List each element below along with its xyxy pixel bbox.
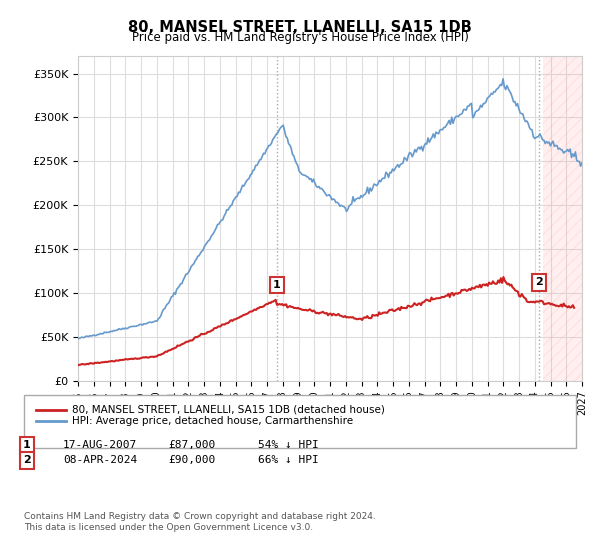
Text: 08-APR-2024: 08-APR-2024: [63, 455, 137, 465]
Bar: [542, 56, 582, 381]
Text: 1: 1: [23, 440, 31, 450]
Text: Price paid vs. HM Land Registry's House Price Index (HPI): Price paid vs. HM Land Registry's House …: [131, 31, 469, 44]
Text: HPI: Average price, detached house, Carmarthenshire: HPI: Average price, detached house, Carm…: [72, 416, 353, 426]
Text: 54% ↓ HPI: 54% ↓ HPI: [258, 440, 319, 450]
Text: Contains HM Land Registry data © Crown copyright and database right 2024.
This d: Contains HM Land Registry data © Crown c…: [24, 512, 376, 532]
Text: £90,000: £90,000: [168, 455, 215, 465]
Text: 66% ↓ HPI: 66% ↓ HPI: [258, 455, 319, 465]
Text: £87,000: £87,000: [168, 440, 215, 450]
Text: 2: 2: [23, 455, 31, 465]
Text: 80, MANSEL STREET, LLANELLI, SA15 1DB (detached house): 80, MANSEL STREET, LLANELLI, SA15 1DB (d…: [72, 405, 385, 415]
Text: 17-AUG-2007: 17-AUG-2007: [63, 440, 137, 450]
Text: 2: 2: [535, 278, 543, 287]
Text: 80, MANSEL STREET, LLANELLI, SA15 1DB: 80, MANSEL STREET, LLANELLI, SA15 1DB: [128, 20, 472, 35]
Text: 1: 1: [273, 280, 281, 290]
